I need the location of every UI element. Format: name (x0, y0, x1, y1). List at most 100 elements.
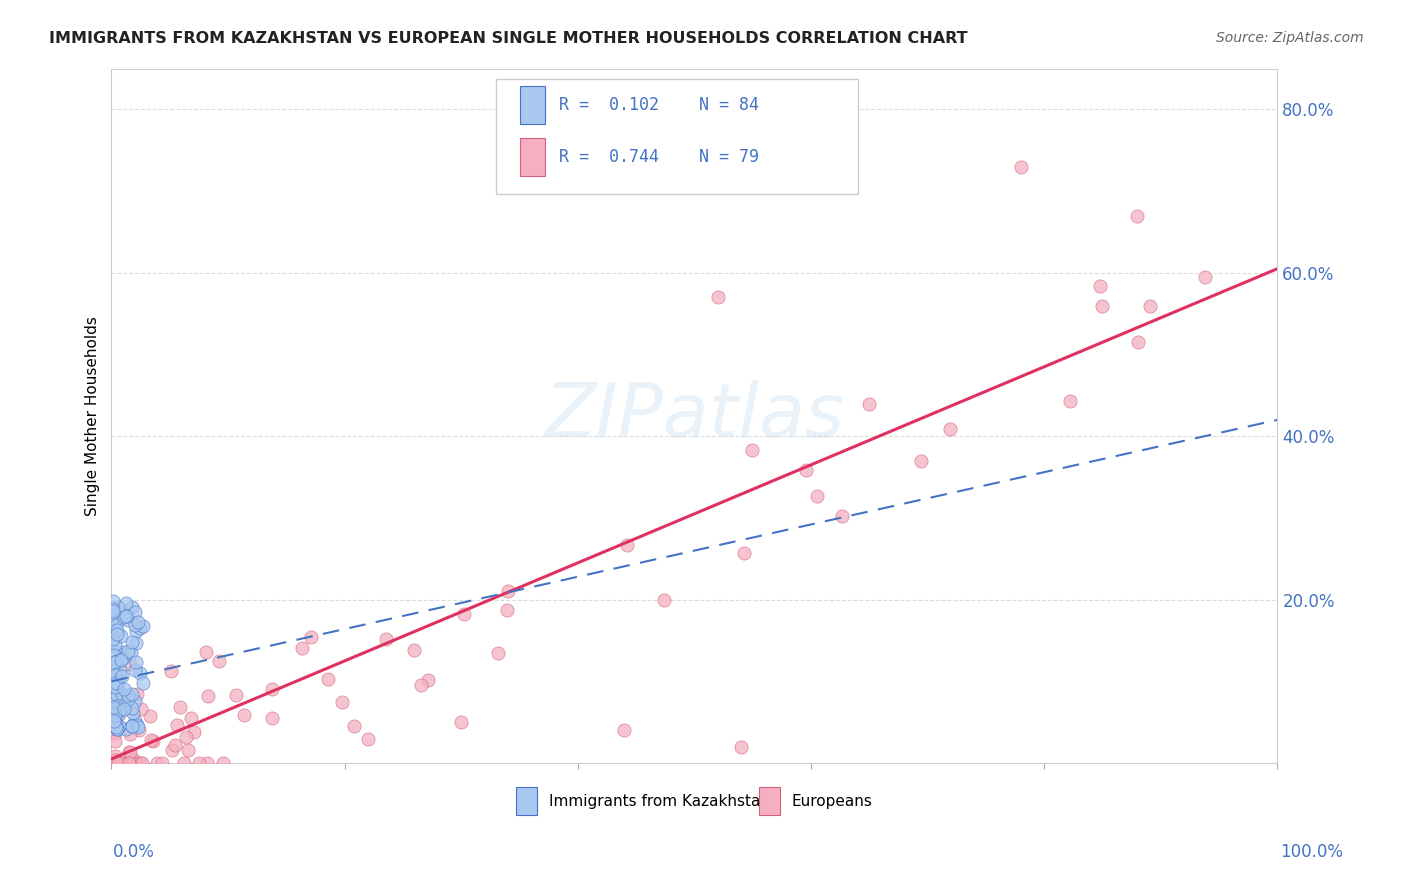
Text: Source: ZipAtlas.com: Source: ZipAtlas.com (1216, 31, 1364, 45)
Point (105, 701, 128, 715)
Point (453, 607, 475, 621)
Point (139, 733, 162, 747)
Point (103, 714, 125, 728)
Point (115, 756, 138, 770)
Point (121, 701, 143, 715)
Point (104, 756, 127, 770)
Point (111, 687, 134, 701)
Point (741, 443, 763, 458)
Point (450, 715, 472, 730)
Point (103, 716, 125, 731)
Point (124, 694, 146, 708)
Bar (519, 138, 546, 177)
Point (108, 668, 131, 682)
Point (173, 756, 195, 770)
Point (105, 688, 128, 702)
Point (121, 635, 143, 649)
Bar (519, 86, 546, 124)
Point (101, 593, 124, 607)
Point (195, 645, 218, 659)
Point (121, 600, 143, 615)
Text: IMMIGRANTS FROM KAZAKHSTAN VS EUROPEAN SINGLE MOTHER HOUSEHOLDS CORRELATION CHAR: IMMIGRANTS FROM KAZAKHSTAN VS EUROPEAN S… (49, 31, 967, 46)
Point (176, 743, 198, 757)
Point (120, 657, 142, 672)
Point (125, 756, 148, 770)
Point (132, 676, 155, 690)
Point (197, 689, 219, 703)
Point (125, 624, 148, 638)
Point (104, 714, 127, 729)
Point (117, 643, 139, 657)
Text: R =  0.744    N = 79: R = 0.744 N = 79 (560, 148, 759, 166)
Point (330, 695, 353, 709)
Point (495, 602, 517, 616)
Point (107, 600, 129, 615)
Point (104, 707, 127, 722)
Point (486, 646, 509, 660)
Point (114, 723, 136, 737)
Point (121, 646, 143, 660)
Point (1059, 394, 1081, 409)
Point (105, 623, 128, 637)
Point (117, 691, 139, 706)
Point (104, 753, 127, 767)
Point (118, 756, 141, 770)
Point (180, 711, 202, 725)
Point (124, 617, 146, 632)
Point (166, 718, 188, 732)
Point (104, 667, 127, 681)
Point (128, 723, 150, 737)
Point (128, 621, 150, 635)
Point (262, 681, 284, 696)
Point (225, 688, 247, 702)
Point (112, 651, 135, 665)
Point (160, 665, 183, 679)
Point (299, 630, 322, 644)
Point (108, 663, 131, 677)
Point (111, 701, 134, 715)
Point (118, 727, 141, 741)
Point (132, 619, 155, 633)
Point (104, 720, 127, 734)
Y-axis label: Single Mother Households: Single Mother Households (86, 316, 100, 516)
Point (118, 756, 141, 770)
Point (169, 700, 191, 714)
Point (496, 583, 519, 598)
Point (654, 592, 676, 607)
Point (121, 706, 143, 720)
Point (104, 756, 127, 770)
Point (806, 489, 828, 503)
Point (146, 756, 169, 770)
Point (101, 617, 124, 632)
Point (104, 748, 127, 763)
Point (122, 753, 145, 767)
Point (103, 648, 125, 663)
Point (105, 627, 128, 641)
Point (124, 714, 146, 729)
Point (139, 708, 162, 723)
Point (121, 719, 143, 733)
Point (112, 681, 135, 696)
Point (1139, 299, 1161, 313)
Point (613, 723, 636, 738)
Point (183, 725, 205, 739)
Point (233, 707, 256, 722)
Point (101, 604, 124, 618)
Point (105, 667, 128, 681)
Point (733, 546, 755, 560)
Bar (516, 788, 537, 815)
Point (1010, 160, 1032, 174)
Point (121, 687, 143, 701)
Point (105, 717, 128, 731)
Point (105, 676, 128, 690)
Point (117, 613, 139, 627)
Point (103, 706, 125, 720)
Point (110, 653, 132, 667)
Point (101, 611, 124, 625)
Point (706, 290, 728, 304)
Point (104, 615, 127, 629)
Point (794, 463, 817, 477)
Point (107, 756, 129, 770)
Point (1126, 209, 1149, 223)
Point (1088, 279, 1111, 293)
